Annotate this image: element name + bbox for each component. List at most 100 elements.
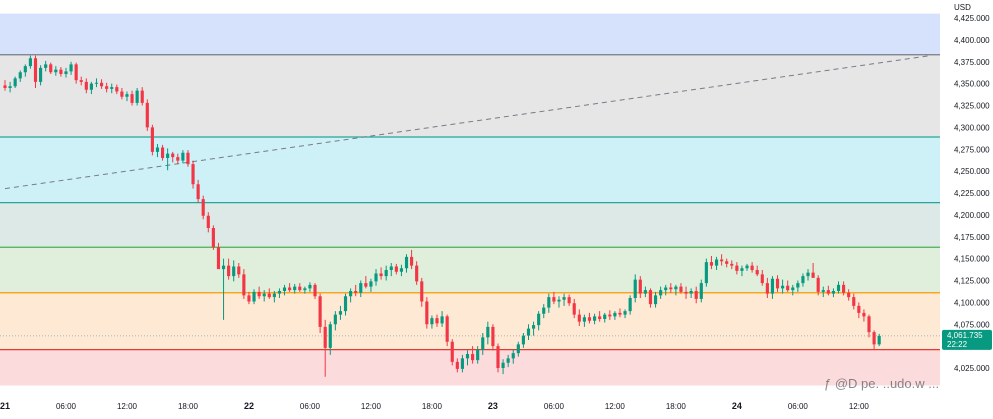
candle-body: [49, 64, 53, 73]
candle: [435, 314, 439, 327]
candle-body: [440, 316, 444, 324]
candle: [455, 358, 459, 373]
candle: [206, 212, 210, 233]
time-tick-label: 12:00: [849, 402, 870, 411]
candle-body: [699, 283, 703, 299]
candle-body: [288, 287, 292, 291]
candle-body: [664, 287, 668, 291]
candle: [694, 286, 698, 304]
candle-body: [694, 291, 698, 299]
candle: [679, 283, 683, 294]
candle-body: [481, 337, 485, 350]
candle-body: [379, 273, 383, 277]
candle: [501, 359, 505, 375]
candle-body: [313, 284, 317, 297]
candle: [277, 288, 282, 298]
candle-body: [23, 66, 27, 73]
candle-body: [160, 147, 165, 158]
candle: [857, 302, 861, 319]
candle: [252, 289, 256, 305]
candle: [242, 269, 246, 299]
candle-body: [852, 297, 856, 306]
candle: [496, 343, 500, 373]
fib-zone: [0, 13, 940, 55]
candle-body: [755, 270, 759, 275]
time-tick-label: 12:00: [605, 402, 626, 411]
candle-body: [262, 293, 266, 297]
candle-body: [201, 199, 205, 216]
candle-body: [445, 316, 449, 342]
candle-body: [150, 127, 154, 152]
candle-body: [435, 318, 439, 324]
fib-zone: [0, 349, 940, 386]
candle-body: [89, 83, 93, 90]
candle-body: [770, 278, 775, 294]
candle: [735, 262, 739, 275]
candle: [714, 256, 719, 270]
candle: [821, 286, 825, 298]
candle: [105, 82, 109, 93]
time-axis: 21 06:00 12:00 18:00 22 06:00 12:00 18:00 23 06:0…: [0, 401, 869, 411]
price-tick-label: 4,175.000: [954, 233, 990, 242]
candle: [191, 160, 195, 189]
candle-body: [39, 67, 43, 82]
candle: [562, 293, 566, 306]
candle: [338, 305, 343, 320]
candle-body: [557, 299, 561, 302]
candle: [369, 278, 373, 292]
time-tick-label: 06:00: [788, 402, 809, 411]
time-tick-label: 06:00: [56, 402, 77, 411]
candle-body: [765, 283, 769, 294]
candle-body: [791, 287, 795, 291]
candle-body: [531, 325, 536, 329]
candle: [201, 195, 205, 220]
candle-body: [587, 317, 592, 321]
candle: [643, 286, 647, 298]
candle-body: [740, 268, 744, 271]
candle-body: [171, 153, 175, 158]
candle: [186, 150, 190, 167]
candle: [262, 290, 266, 302]
candle: [308, 282, 312, 292]
candle: [786, 280, 790, 292]
candle-body: [618, 312, 622, 315]
candle-body: [359, 283, 363, 293]
candle-body: [669, 287, 673, 290]
candle-body: [69, 64, 73, 72]
candle-body: [750, 265, 754, 270]
candle: [23, 64, 27, 77]
price-tick-label: 4,250.000: [954, 167, 990, 176]
candle: [781, 279, 785, 294]
trendline-group: [4, 55, 931, 190]
candle: [404, 254, 409, 273]
candle: [130, 90, 134, 106]
candle: [582, 314, 586, 327]
candle: [598, 311, 602, 322]
time-tick-label: 18:00: [178, 402, 199, 411]
candle-body: [44, 64, 48, 68]
candle-body: [79, 80, 83, 82]
candle: [257, 286, 261, 299]
candle: [135, 88, 139, 106]
candle: [603, 312, 607, 323]
candle: [547, 293, 551, 313]
price-tick-label: 4,325.000: [954, 102, 990, 111]
candle: [171, 151, 175, 163]
candle: [720, 254, 724, 266]
fib-zone: [0, 54, 940, 137]
candle-body: [476, 349, 480, 361]
candle-body: [521, 335, 525, 345]
candle: [160, 144, 165, 161]
candle-body: [506, 358, 510, 363]
candle-body: [323, 326, 327, 348]
price-tick-label: 4,375.000: [954, 58, 990, 67]
candle: [476, 346, 480, 364]
candle: [531, 321, 536, 336]
candle-body: [847, 292, 851, 298]
candle-body: [282, 287, 287, 291]
candle-body: [318, 296, 322, 327]
candle-body: [420, 281, 424, 302]
candle-body: [74, 64, 78, 81]
